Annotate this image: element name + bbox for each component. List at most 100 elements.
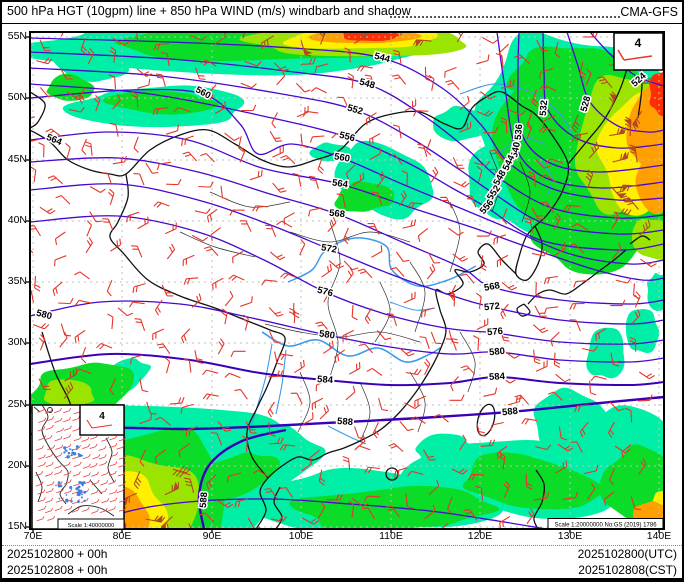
wind-barb (52, 281, 63, 296)
river (389, 301, 436, 311)
wind-barb (314, 63, 329, 73)
wind-barb (180, 403, 194, 414)
wind-barb (242, 314, 249, 331)
inset-speckle (63, 451, 66, 454)
wind-barb (445, 79, 460, 90)
wind-barb (228, 274, 245, 281)
wind-barb (475, 292, 482, 309)
height-contour (517, 32, 664, 173)
wind-barb (58, 297, 74, 305)
wind-barb (156, 161, 172, 171)
wind-barb (403, 291, 416, 304)
inset-scale-label: Scale 1:40000000 (68, 523, 115, 529)
wind-barb (366, 367, 383, 376)
lon-label: 90E (202, 530, 222, 542)
inset-speckle (65, 449, 68, 452)
footer-row-cst: 2025102808 + 00h 2025102808(CST) (2, 563, 682, 578)
wind-barb (480, 439, 496, 447)
inset-wind-arrow (109, 435, 118, 441)
inset-wind-arrow (37, 461, 46, 467)
wind-barb (480, 255, 487, 272)
inset-wind-arrow (109, 443, 118, 449)
inset-wind-arrow (119, 497, 128, 503)
wind-barb (319, 404, 330, 420)
wind-barb (45, 128, 62, 137)
inset-speckle (58, 497, 61, 500)
contour-label: 536 (513, 124, 525, 141)
wind-shading-blob (309, 142, 351, 162)
wind-barb (38, 334, 46, 351)
inset-wind-arrow (35, 470, 44, 477)
inset-wind-arrow (63, 408, 72, 414)
contour-label: 576 (487, 326, 504, 338)
wind-barb (475, 485, 484, 501)
wind-barb (613, 208, 632, 216)
wind-barb (74, 271, 90, 280)
wind-barb (630, 496, 642, 511)
province-border (359, 381, 371, 443)
inset-wind-arrow (101, 436, 110, 442)
wind-barb (182, 151, 198, 162)
wind-shading-blob (462, 452, 604, 510)
wind-barb (155, 73, 166, 87)
wind-barb (183, 358, 192, 373)
wind-barb (627, 144, 638, 163)
wind-barb (166, 243, 176, 260)
wind-barb (153, 201, 170, 208)
inset-wind-arrow (44, 408, 53, 414)
wind-barb (428, 74, 435, 91)
wind-barb (535, 282, 542, 298)
wind-barb (280, 155, 296, 165)
wind-barb (589, 380, 597, 396)
wind-barb (145, 515, 166, 523)
wind-barb (93, 94, 101, 112)
lat-label: 30N (7, 336, 27, 348)
inset-wind-arrow (101, 498, 110, 504)
wind-barb (444, 66, 457, 78)
contour-label: 568 (483, 280, 501, 294)
wind-barb (133, 471, 142, 490)
wind-barb (378, 397, 389, 412)
wind-barb (361, 507, 376, 520)
wind-barb (424, 66, 432, 82)
inset-wind-arrow (109, 461, 118, 467)
wind-barb (244, 60, 262, 67)
wind-barb (34, 276, 41, 292)
wind-barb (345, 385, 356, 401)
contour-label: 576 (316, 285, 334, 300)
wind-barb (133, 136, 139, 153)
inset-wind-arrow (109, 489, 118, 495)
contour-label: 588 (502, 406, 519, 419)
wind-barb (448, 291, 456, 307)
inset-wind-arrow (116, 488, 125, 494)
height-contour (30, 88, 664, 265)
height-contour (542, 32, 664, 149)
lat-label: 40N (7, 214, 27, 226)
lat-label: 25N (7, 398, 27, 410)
wind-barb (490, 421, 504, 432)
wind-barb (639, 219, 651, 236)
wind-barb (476, 422, 486, 437)
wind-barb (524, 217, 533, 233)
wind-barb (563, 204, 581, 212)
wind-barb (131, 91, 139, 108)
wind-barb (189, 34, 207, 41)
wind-barb (39, 39, 51, 52)
inset-speckle (76, 491, 81, 495)
wind-barb (540, 201, 555, 214)
wind-barb (571, 114, 580, 133)
country-border (515, 225, 543, 282)
wind-barb (216, 499, 234, 508)
inset-wind-arrow (118, 481, 127, 487)
wind-barb (334, 349, 346, 363)
wind-barb (553, 352, 561, 368)
contour-label: 564 (45, 132, 64, 148)
wind-barb (352, 172, 365, 186)
wind-barb (302, 517, 320, 525)
river (249, 343, 273, 431)
inset-speckle (65, 494, 68, 496)
inset-wind-arrow (46, 416, 54, 422)
wind-barb (161, 284, 174, 297)
wind-barb (514, 394, 529, 405)
wind-barb (364, 74, 375, 88)
